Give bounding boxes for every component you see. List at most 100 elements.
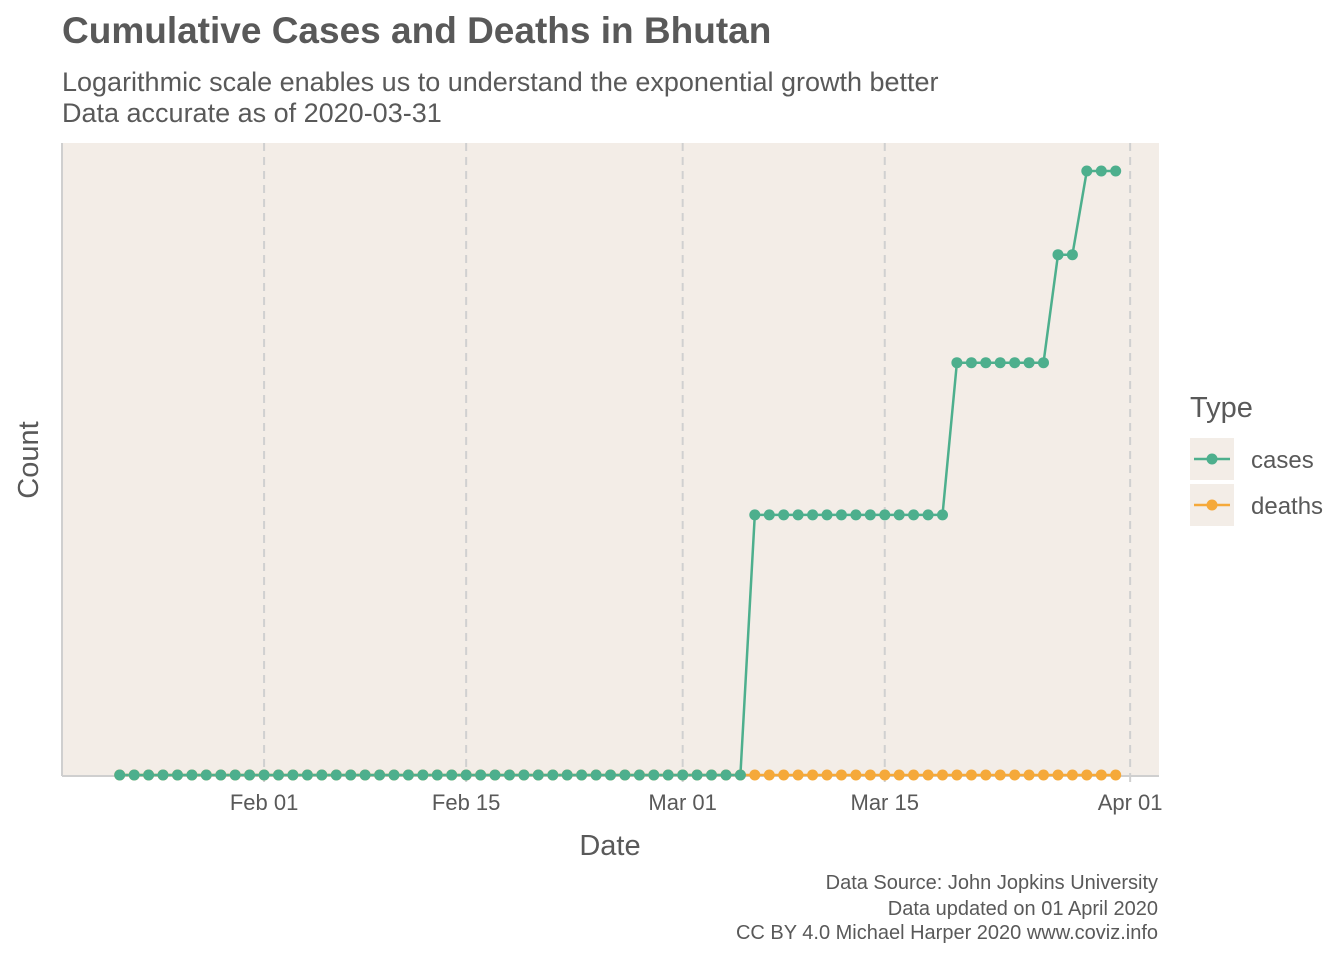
x-axis-title: Date [579,830,640,862]
data-point-deaths [792,769,804,781]
series-points [114,165,1122,781]
data-point-cases [821,509,833,521]
data-point-cases [460,769,472,781]
data-point-deaths [937,769,948,781]
data-point-cases [446,769,458,781]
data-point-cases [1081,165,1093,177]
data-point-deaths [835,769,847,781]
data-point-cases [879,509,891,521]
data-point-cases [633,769,645,781]
x-tick-label: Mar 01 [648,790,716,815]
data-point-cases [114,769,126,781]
data-point-cases [1023,357,1035,369]
data-point-cases [157,769,169,781]
data-point-deaths [1095,769,1107,781]
data-point-cases [128,769,140,781]
caption-license: CC BY 4.0 Michael Harper 2020 www.coviz.… [735,922,1158,944]
legend-label-deaths: deaths [1251,493,1324,520]
data-point-deaths [994,769,1006,781]
data-point-cases [345,769,357,781]
legend-key-cases [1190,438,1234,480]
data-point-cases [1009,357,1021,369]
data-point-cases [994,357,1006,369]
data-point-cases [504,769,515,781]
data-point-cases [908,509,920,521]
data-point-cases [605,769,616,781]
y-axis-title: Count [13,421,45,498]
data-point-deaths [879,769,891,781]
data-point-cases [229,769,241,781]
data-point-cases [301,769,313,781]
chart-title: Cumulative Cases and Deaths in Bhutan [62,10,772,51]
data-point-deaths [980,769,992,781]
data-point-cases [619,769,631,781]
data-point-cases [734,769,746,781]
data-point-deaths [1023,769,1035,781]
data-point-deaths [763,769,775,781]
data-point-deaths [864,769,876,781]
data-point-cases [590,769,602,781]
data-point-cases [475,769,487,781]
x-ticks: Feb 01 Feb 15 Mar 01 Mar 15 Apr 01 [230,776,1163,815]
x-tick-label: Feb 01 [230,790,299,815]
legend-label-cases: cases [1251,447,1314,474]
data-point-cases [922,509,934,521]
data-point-cases [864,509,876,521]
data-point-cases [518,769,530,781]
caption-source: Data Source: John Jopkins University [825,872,1158,894]
data-point-deaths [807,769,819,781]
data-point-cases [1095,165,1107,177]
data-point-cases [749,509,761,521]
data-point-cases [489,769,501,781]
data-point-cases [691,769,703,781]
data-point-deaths [749,769,761,781]
data-point-cases [258,769,270,781]
data-point-cases [374,769,386,781]
data-point-deaths [821,769,833,781]
data-point-cases [1110,165,1122,177]
data-point-cases [980,357,992,369]
data-point-cases [417,769,429,781]
data-point-cases [532,769,544,781]
chart-subtitle-date: Data accurate as of 2020-03-31 [62,98,442,128]
data-point-cases [287,769,299,781]
data-point-deaths [1038,769,1049,781]
data-point-deaths [951,769,963,781]
legend-key-deaths [1190,484,1234,526]
data-point-cases [431,769,443,781]
data-point-cases [850,509,862,521]
data-point-cases [677,769,689,781]
data-point-cases [273,769,284,781]
data-point-cases [172,769,183,781]
data-point-deaths [1081,769,1093,781]
data-point-cases [359,769,371,781]
data-point-cases [576,769,588,781]
data-point-cases [1038,357,1049,369]
data-point-cases [937,509,948,521]
legend-title: Type [1190,392,1253,424]
data-point-cases [186,769,198,781]
data-point-cases [1052,249,1064,261]
data-point-deaths [922,769,934,781]
data-point-cases [215,769,227,781]
data-point-deaths [908,769,920,781]
data-point-deaths [1009,769,1021,781]
data-point-cases [965,357,977,369]
data-point-cases [792,509,804,521]
data-point-cases [547,769,559,781]
data-point-cases [244,769,256,781]
series-line-cases [119,169,1116,777]
data-point-cases [143,769,155,781]
data-point-cases [330,769,342,781]
data-point-deaths [850,769,862,781]
data-point-deaths [965,769,977,781]
data-point-cases [835,509,847,521]
data-point-cases [561,769,573,781]
caption-updated: Data updated on 01 April 2020 [887,898,1158,920]
chart-subtitle: Logarithmic scale enables us to understa… [62,67,939,97]
data-point-cases [402,769,414,781]
data-point-cases [388,769,400,781]
data-point-cases [1066,249,1078,261]
data-point-deaths [778,769,790,781]
